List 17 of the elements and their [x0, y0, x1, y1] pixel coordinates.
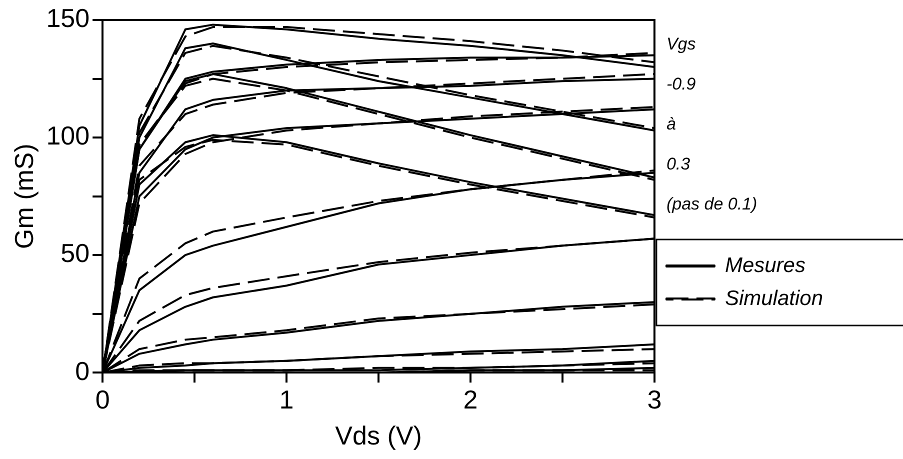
- y-tick-label: 50: [60, 238, 90, 268]
- x-tick-label: 2: [463, 384, 478, 414]
- legend-label: Simulation: [724, 286, 824, 310]
- y-tick-label: 150: [46, 3, 90, 34]
- y-tick-label: 100: [46, 120, 90, 151]
- text: Vgs: [666, 34, 696, 54]
- legend-label: Mesures: [724, 254, 806, 277]
- x-axis-title: Vds (V): [335, 420, 422, 451]
- text: 0.3: [666, 154, 691, 174]
- text: -0.9: [666, 74, 696, 94]
- x-tick-label: 0: [95, 384, 110, 414]
- y-axis-title: Gm (mS): [8, 144, 39, 250]
- text: (pas de 0.1): [666, 194, 758, 214]
- x-tick-label: 3: [647, 384, 662, 414]
- x-tick-label: 1: [279, 384, 294, 414]
- y-tick-label: 0: [75, 356, 90, 386]
- text: à: [666, 114, 676, 134]
